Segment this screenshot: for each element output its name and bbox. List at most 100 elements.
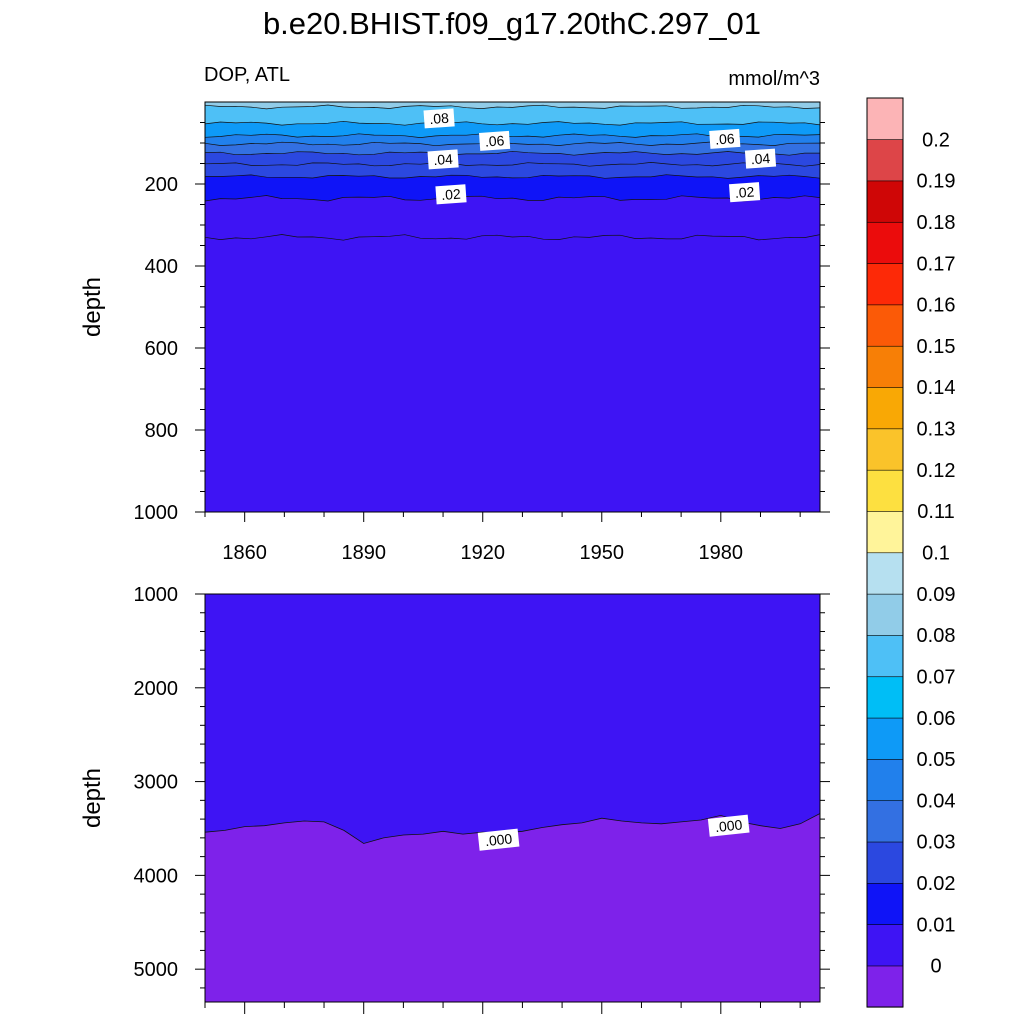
colorbar-swatch (866, 304, 904, 347)
x-tick-label: 1950 (580, 542, 625, 564)
colorbar-label: 0.02 (917, 873, 956, 895)
contour-label: .000 (707, 814, 750, 837)
colorbar-swatch (866, 345, 904, 388)
colorbar-label: 0.14 (917, 377, 956, 399)
contour-label-box (744, 148, 777, 169)
colorbar-swatch (866, 882, 904, 925)
colorbar-swatch (866, 593, 904, 636)
contour-label-box (729, 182, 761, 203)
y-tick-label: 800 (145, 420, 178, 442)
chart-title: b.e20.BHIST.f09_g17.20thC.297_01 (262, 6, 762, 41)
colorbar-label: 0.06 (917, 708, 956, 730)
contour-label: .06 (479, 130, 511, 151)
colorbar-swatch (866, 965, 904, 1008)
colorbar-label: 0.11 (917, 501, 954, 523)
colorbar-label: 0.01 (917, 914, 956, 936)
colorbar-swatch (866, 800, 904, 843)
colorbar-label: 0.16 (917, 295, 956, 317)
contour-label-text: .04 (750, 150, 771, 167)
colorbar-label: 0.1 (922, 543, 950, 565)
colorbar-swatch (866, 139, 904, 182)
colorbar-swatch (866, 428, 904, 471)
contour-line-0 (204, 234, 821, 241)
contour-label: .000 (477, 828, 520, 851)
colorbar-swatch (866, 552, 904, 595)
x-tick-label: 1980 (699, 542, 744, 564)
upper-panel: .08 .06 .06 .04 .04 .02 .02 200 400 600 800 1000 186… (79, 101, 830, 564)
contour-line-0.07 (204, 120, 821, 126)
colorbar-swatch (866, 510, 904, 554)
contour-label: .02 (435, 184, 467, 205)
contour-label-box (423, 108, 455, 129)
colorbar-swatch (866, 221, 904, 264)
lower-fill-deep (205, 813, 820, 1002)
colorbar-label: 0.03 (917, 832, 956, 854)
contour-label-box (707, 814, 750, 837)
contour-label: .04 (744, 148, 777, 169)
y-tick-label: 1000 (134, 502, 179, 524)
colorbar-swatch (866, 97, 904, 140)
y-tick-label: 200 (145, 174, 178, 196)
colorbar-label: 0.15 (917, 336, 956, 358)
colorbar-label: 0.04 (917, 790, 956, 812)
lower-panel: .000 .000 1000 2000 3000 4000 5000 depth (79, 584, 830, 1014)
colorbar-label: 0 (930, 956, 941, 978)
contour-label-box (709, 128, 741, 149)
y-tick-label: 400 (145, 256, 178, 278)
contour-label: .08 (423, 108, 455, 129)
y-tick-label: 3000 (134, 772, 179, 794)
contour-band-0.08 (205, 102, 820, 109)
x-tick-label: 1920 (460, 542, 505, 564)
colorbar-frame (866, 97, 904, 1008)
contour-label-box (427, 149, 459, 170)
y-tick-label: 4000 (134, 865, 179, 887)
colorbar-swatch (866, 924, 904, 967)
colorbar-label: 0.13 (917, 419, 956, 441)
colorbar-label: 0.19 (917, 171, 956, 193)
units-label: mmol/m^3 (728, 68, 820, 90)
colorbar-swatch (866, 634, 904, 678)
colorbar-label: 0.07 (917, 666, 956, 688)
x-tick-label: 1860 (222, 542, 267, 564)
colorbar-swatch (866, 262, 904, 306)
lower-frame (204, 593, 821, 1003)
contour-line-0.03 (204, 162, 821, 167)
y-tick-label: 5000 (134, 959, 179, 981)
contour-label-box (435, 184, 467, 205)
colorbar-label: 0.17 (917, 253, 956, 275)
contour-label-text: .08 (429, 110, 450, 127)
colorbar-label: 0.2 (922, 129, 950, 151)
colorbar-label: 0.12 (917, 460, 956, 482)
colorbar-swatch (866, 180, 904, 223)
contour-label-text: .04 (433, 151, 454, 168)
y-tick-label: 600 (145, 338, 178, 360)
colorbar-swatch (866, 717, 904, 760)
colorbar-label: 0.08 (917, 625, 956, 647)
colorbar: 0 0.01 0.02 0.03 0.04 0.05 0.06 0.07 0.08 0.09 0.1… (866, 97, 956, 1008)
colorbar-swatch (866, 841, 904, 884)
contour-label-text: .02 (441, 186, 462, 203)
contour-line-0.04 (204, 150, 820, 156)
contour-line-0.02 (205, 174, 821, 179)
contour-label-box (479, 130, 511, 151)
contour-label: .04 (427, 149, 459, 170)
contour-label-text: .06 (484, 132, 505, 149)
contour-line-0.08 (204, 104, 821, 110)
y-tick-label: 1000 (134, 584, 179, 606)
contour-label-text: .06 (715, 130, 736, 147)
colorbar-swatch (866, 386, 904, 430)
contour-label: .06 (709, 128, 741, 149)
colorbar-label: 0.05 (917, 749, 956, 771)
contour-label-box (477, 828, 520, 851)
colorbar-label: 0.09 (917, 584, 956, 606)
x-tick-label: 1890 (341, 542, 386, 564)
contour-label-text: .000 (484, 830, 513, 849)
contour-label: .02 (729, 182, 761, 203)
y-axis-label: depth (79, 768, 106, 828)
contour-line-0.01 (204, 195, 821, 202)
colorbar-swatch (866, 676, 904, 719)
colorbar-swatch (866, 758, 904, 802)
colorbar-swatch (866, 469, 904, 512)
